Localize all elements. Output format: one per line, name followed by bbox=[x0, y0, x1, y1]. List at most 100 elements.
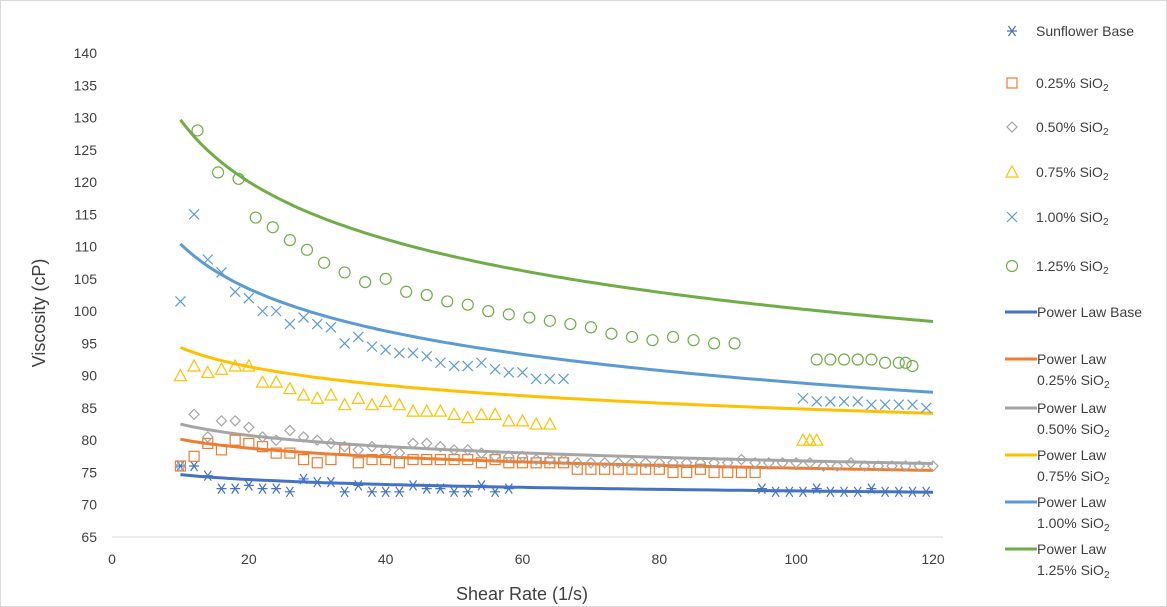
data-point bbox=[880, 486, 891, 498]
data-point bbox=[421, 350, 433, 362]
data-point bbox=[420, 288, 433, 302]
y-tick-label: 140 bbox=[74, 45, 98, 61]
data-point bbox=[297, 453, 310, 466]
data-point bbox=[475, 447, 488, 459]
y-tick-label: 70 bbox=[81, 497, 97, 513]
data-point bbox=[202, 470, 213, 482]
legend-label: 0.75% SiO2 bbox=[1036, 164, 1109, 183]
data-point bbox=[838, 396, 850, 407]
data-point bbox=[488, 407, 503, 420]
data-point bbox=[257, 305, 268, 317]
legend-label: Sunflower Base bbox=[1036, 23, 1134, 39]
data-point bbox=[460, 410, 475, 424]
data-point bbox=[640, 463, 652, 475]
data-point bbox=[420, 437, 433, 450]
data-point bbox=[503, 483, 514, 494]
data-point bbox=[866, 483, 877, 494]
data-point bbox=[921, 486, 932, 498]
data-point bbox=[407, 453, 419, 466]
data-point bbox=[449, 486, 460, 498]
data-point bbox=[270, 305, 282, 317]
data-point bbox=[694, 463, 706, 475]
data-point bbox=[378, 394, 393, 408]
data-point bbox=[557, 457, 570, 469]
data-point bbox=[229, 286, 241, 298]
data-point bbox=[666, 330, 680, 344]
data-point bbox=[653, 456, 666, 469]
y-tick-label: 85 bbox=[81, 400, 97, 416]
data-point bbox=[379, 272, 392, 285]
data-point bbox=[687, 334, 700, 347]
data-point bbox=[216, 483, 227, 494]
data-point bbox=[366, 341, 378, 353]
data-point bbox=[762, 456, 775, 469]
data-point bbox=[298, 312, 309, 324]
data-point bbox=[339, 337, 351, 349]
data-point bbox=[284, 424, 296, 437]
data-point bbox=[214, 361, 229, 375]
data-point bbox=[407, 347, 419, 359]
y-tick-label: 130 bbox=[74, 110, 98, 126]
data-point bbox=[866, 399, 877, 411]
x-tick-label: 80 bbox=[652, 551, 668, 567]
data-point bbox=[893, 399, 905, 411]
data-point bbox=[282, 381, 297, 395]
data-point bbox=[517, 367, 528, 378]
data-point bbox=[879, 356, 892, 369]
series-points bbox=[174, 208, 932, 414]
data-point bbox=[379, 444, 392, 456]
data-point bbox=[462, 486, 473, 498]
data-point bbox=[501, 413, 516, 427]
data-point bbox=[434, 440, 447, 453]
data-point bbox=[503, 367, 515, 378]
data-point bbox=[380, 486, 391, 498]
data-point bbox=[585, 463, 597, 475]
data-point bbox=[243, 292, 255, 304]
data-points bbox=[173, 124, 939, 498]
data-point bbox=[380, 344, 392, 356]
data-point bbox=[339, 486, 350, 498]
data-point bbox=[784, 486, 795, 498]
data-point bbox=[228, 358, 243, 372]
data-point bbox=[557, 453, 570, 466]
data-point bbox=[899, 356, 912, 369]
data-point bbox=[584, 321, 598, 334]
data-point bbox=[530, 457, 542, 469]
data-point bbox=[482, 305, 495, 318]
y-tick-label: 115 bbox=[75, 206, 98, 222]
data-point bbox=[271, 483, 282, 494]
data-point bbox=[476, 357, 487, 369]
data-point bbox=[393, 447, 406, 459]
y-tick-label: 80 bbox=[81, 432, 97, 448]
data-point bbox=[434, 357, 446, 369]
data-point bbox=[392, 397, 407, 411]
data-point bbox=[364, 397, 379, 411]
data-point bbox=[366, 486, 377, 498]
data-point bbox=[366, 440, 378, 453]
data-point bbox=[542, 416, 557, 430]
legend-label: 1.25% SiO2 bbox=[1036, 258, 1109, 277]
data-point bbox=[300, 243, 314, 256]
data-point bbox=[406, 403, 421, 417]
data-point bbox=[811, 396, 823, 407]
data-point bbox=[270, 434, 283, 447]
data-point bbox=[489, 453, 501, 466]
data-point bbox=[529, 416, 544, 430]
legend-label: Power Law bbox=[1037, 447, 1107, 463]
data-point bbox=[325, 437, 337, 450]
data-point bbox=[352, 331, 364, 343]
legend-marker bbox=[1004, 164, 1020, 178]
data-point bbox=[202, 254, 214, 265]
y-tick-label: 105 bbox=[74, 271, 98, 287]
data-point bbox=[284, 447, 296, 459]
legend-label-sub: 0.25% SiO2 bbox=[1037, 372, 1110, 391]
data-point bbox=[612, 456, 625, 469]
data-point bbox=[802, 432, 817, 446]
data-point bbox=[749, 456, 761, 469]
data-point bbox=[817, 460, 830, 472]
data-point bbox=[571, 456, 584, 469]
data-point bbox=[913, 460, 926, 472]
data-point bbox=[489, 363, 501, 375]
legend-label: 0.25% SiO2 bbox=[1036, 75, 1109, 94]
data-point bbox=[215, 444, 228, 456]
